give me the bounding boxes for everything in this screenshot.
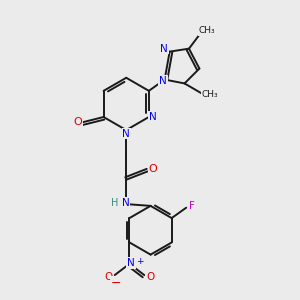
Text: N: N (122, 198, 130, 208)
Text: N: N (160, 44, 168, 54)
Text: CH₃: CH₃ (201, 90, 218, 99)
Text: O: O (146, 272, 154, 282)
Text: −: − (111, 277, 122, 290)
Text: CH₃: CH₃ (199, 26, 215, 35)
Text: N: N (159, 76, 167, 86)
Text: O: O (148, 164, 157, 174)
Text: O: O (105, 272, 113, 282)
Text: N: N (122, 129, 130, 139)
Text: O: O (73, 117, 82, 128)
Text: N: N (148, 112, 156, 122)
Text: F: F (189, 201, 194, 211)
Text: H: H (111, 198, 118, 208)
Text: N: N (127, 258, 135, 268)
Text: +: + (136, 257, 144, 266)
